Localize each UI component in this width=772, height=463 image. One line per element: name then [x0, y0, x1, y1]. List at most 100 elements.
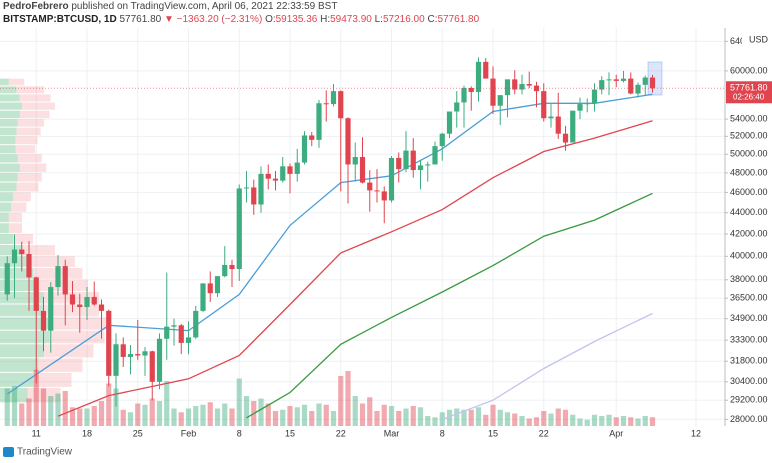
- y-tick-label: 42000.00: [730, 228, 768, 238]
- y-tick-label: 44000.00: [730, 207, 768, 217]
- candle-body: [207, 283, 213, 294]
- candle-body: [606, 79, 612, 81]
- ohlc-value: 59135.36: [275, 14, 318, 25]
- candle-body: [628, 78, 634, 94]
- profile-buy: [0, 245, 22, 256]
- moving-averages: [6, 93, 653, 421]
- volume-bar: [461, 409, 467, 426]
- ohlc-value: 57216.00: [382, 14, 425, 25]
- volume-bar: [497, 409, 503, 426]
- volume-bar: [26, 398, 32, 426]
- volume-bar: [200, 404, 206, 426]
- volume-bar: [301, 404, 308, 426]
- profile-sell: [13, 192, 31, 202]
- y-tick-label: 52000.00: [730, 131, 768, 141]
- candle-body: [367, 182, 373, 191]
- candle-body: [287, 166, 293, 174]
- profile-sell: [8, 223, 22, 234]
- profile-buy: [0, 372, 33, 387]
- profile-sell: [27, 387, 61, 403]
- candle-body: [171, 325, 177, 327]
- x-tick-label: 15: [488, 428, 498, 438]
- volume-bar: [432, 417, 438, 426]
- grid: [0, 28, 725, 426]
- volume-bar: [555, 408, 561, 426]
- volume-bar: [483, 414, 489, 426]
- candle-body: [403, 150, 409, 170]
- ohlc-label: L:: [374, 14, 383, 25]
- candle-body: [19, 249, 25, 255]
- profile-sell: [13, 234, 33, 245]
- volume-bar: [490, 404, 496, 426]
- candle-body: [374, 190, 380, 192]
- profile-buy: [0, 119, 18, 127]
- volume-bar: [330, 411, 337, 426]
- candle-body: [497, 95, 503, 106]
- candle-body: [649, 77, 656, 89]
- volume-bar: [171, 408, 177, 426]
- volume-bar: [156, 401, 163, 426]
- volume-bar: [519, 416, 525, 426]
- volume-bar: [106, 383, 112, 426]
- profile-sell: [44, 344, 94, 358]
- ohlc-label: O:: [265, 14, 276, 25]
- header: PedroFebrero published on TradingView.co…: [3, 0, 479, 26]
- candle-body: [454, 102, 460, 112]
- volume-bar: [280, 409, 286, 426]
- candle-body: [599, 80, 605, 90]
- volume-bar: [388, 406, 395, 426]
- y-tick-label: 30400.00: [730, 376, 768, 386]
- candle-body: [309, 135, 315, 140]
- volume-bar: [316, 403, 322, 426]
- candle-body: [193, 310, 199, 338]
- profile-sell: [17, 119, 44, 127]
- y-tick-label: 28000.00: [730, 414, 768, 424]
- profile-buy: [0, 136, 16, 145]
- y-tick-label: 40000.00: [730, 251, 768, 261]
- x-tick-label: Mar: [384, 428, 400, 438]
- volume-bar: [69, 407, 76, 426]
- profile-buy: [0, 86, 17, 94]
- profile-sell: [30, 256, 75, 267]
- candle-body: [446, 111, 453, 134]
- candle-body: [258, 173, 264, 205]
- volume-bar: [417, 407, 424, 426]
- volume-bar: [512, 413, 518, 426]
- volume-bar: [214, 408, 221, 426]
- profile-buy: [0, 344, 44, 358]
- profile-sell: [19, 94, 51, 102]
- volume-pane: [4, 369, 656, 426]
- candle-body: [562, 133, 569, 143]
- volume-bar: [84, 408, 90, 426]
- candle-body: [359, 157, 366, 183]
- candle-body: [338, 91, 344, 119]
- x-tick-label: 8: [440, 428, 445, 438]
- volume-bar: [584, 419, 590, 426]
- profile-buy: [0, 212, 9, 223]
- volume-bar: [258, 398, 264, 426]
- volume-bar: [33, 369, 39, 426]
- candle-body: [555, 116, 561, 134]
- countdown: 02:26:40: [733, 92, 765, 101]
- y-tick-label: 48000.00: [730, 167, 768, 177]
- candles: [4, 57, 656, 407]
- x-tick-label: 15: [285, 428, 295, 438]
- y-tick-label: 50000.00: [730, 149, 768, 159]
- x-tick-label: 12: [691, 428, 701, 438]
- volume-bar: [127, 412, 134, 426]
- volume-bar: [135, 403, 141, 426]
- volume-bar: [113, 388, 119, 426]
- candle-body: [251, 187, 257, 205]
- volume-bar: [620, 416, 627, 426]
- profile-sell: [22, 245, 55, 256]
- profile-buy: [0, 304, 44, 317]
- profile-buy: [0, 163, 20, 172]
- candle-body: [533, 85, 540, 92]
- profile-sell: [16, 127, 41, 136]
- volume-bar: [396, 411, 402, 426]
- candle-body: [156, 338, 163, 382]
- brand: TradingView: [17, 447, 73, 458]
- x-tick-label: Apr: [609, 428, 623, 438]
- moving-average: [442, 312, 653, 421]
- volume-bar: [287, 406, 293, 426]
